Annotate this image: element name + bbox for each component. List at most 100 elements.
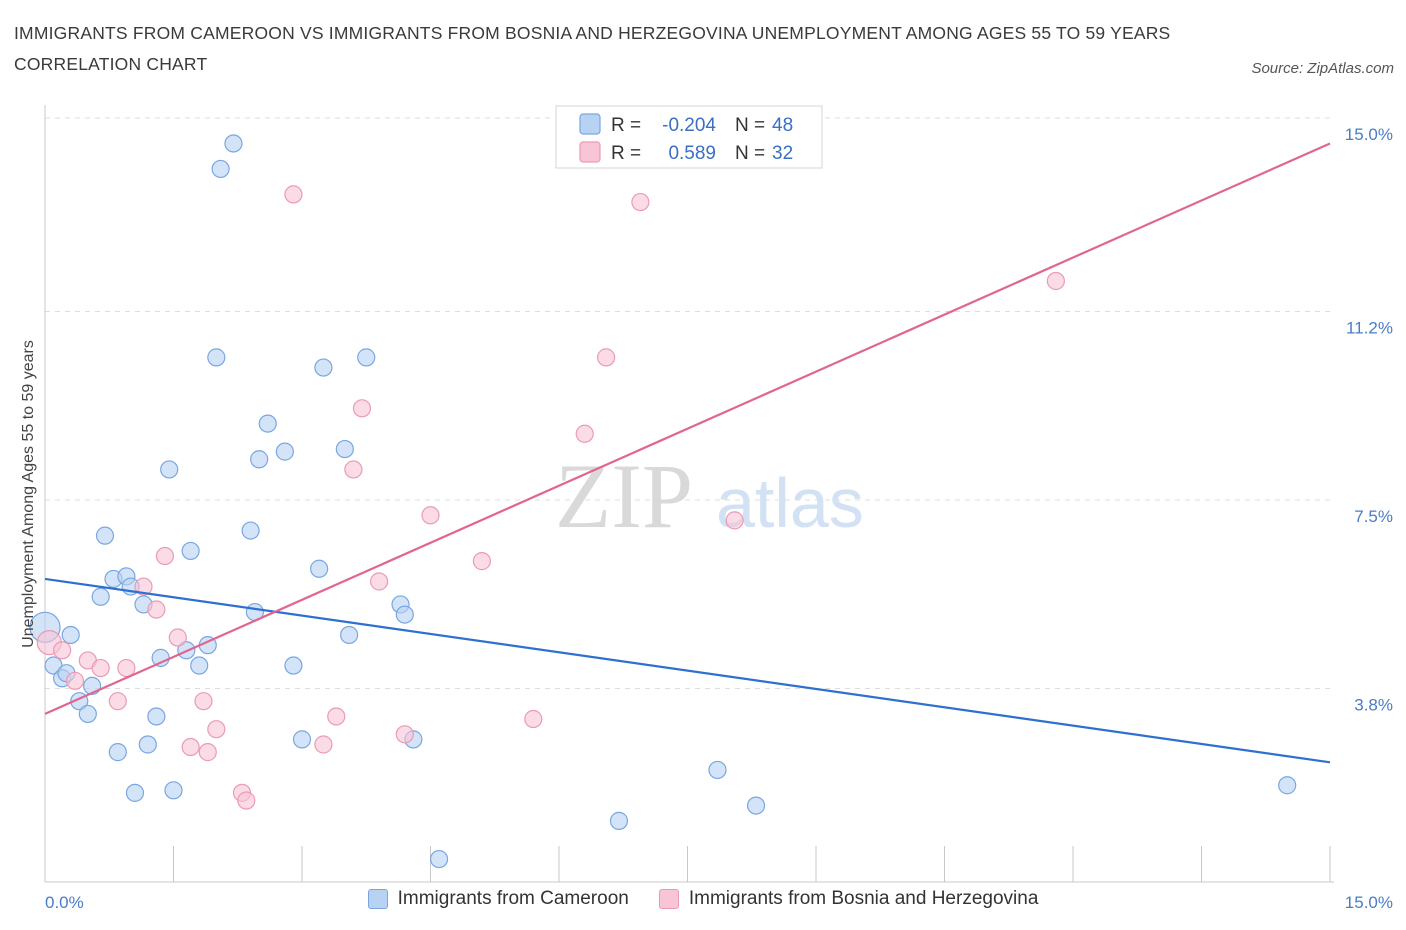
x-tick-label-1: 15.0% bbox=[1345, 893, 1393, 912]
stats-legend: R = -0.204 N = 48 R = 0.589 N = 32 bbox=[555, 105, 823, 169]
bosnia-point-7 bbox=[134, 577, 153, 596]
bosnia-point-23 bbox=[395, 725, 414, 744]
legend-item-bosnia[interactable]: Immigrants from Bosnia and Herzegovina bbox=[658, 888, 1039, 910]
cameroon-point-35 bbox=[310, 559, 329, 578]
cameroon-point-41 bbox=[395, 605, 414, 624]
legend-item-cameroon[interactable]: Immigrants from Cameroon bbox=[367, 888, 629, 910]
trend-line-cameroon bbox=[44, 577, 1331, 764]
cameroon-point-26 bbox=[211, 159, 230, 179]
series-bosnia-points bbox=[36, 185, 1065, 810]
bosnia-point-9 bbox=[155, 546, 175, 566]
stats-n-label-0: N = bbox=[735, 115, 765, 136]
bosnia-point-30 bbox=[725, 511, 744, 530]
watermark-atlas: atlas bbox=[716, 464, 864, 542]
cameroon-point-11 bbox=[108, 743, 127, 762]
cameroon-point-6 bbox=[78, 704, 97, 724]
cameroon-point-39 bbox=[357, 348, 376, 367]
cameroon-point-30 bbox=[250, 450, 269, 469]
stats-n-value-0: 48 bbox=[772, 115, 793, 136]
stats-r-label-0: R = bbox=[611, 115, 641, 136]
bosnia-point-4 bbox=[91, 658, 110, 678]
bosnia-point-31 bbox=[1046, 271, 1065, 291]
bosnia-point-22 bbox=[370, 572, 389, 591]
stats-r-label-1: R = bbox=[611, 143, 641, 164]
y-tick-label-3: 15.0% bbox=[1345, 125, 1393, 144]
cameroon-point-20 bbox=[164, 781, 183, 800]
bosnia-point-29 bbox=[631, 192, 650, 212]
bosnia-point-25 bbox=[472, 552, 491, 571]
cameroon-point-37 bbox=[335, 439, 354, 459]
bosnia-point-13 bbox=[198, 743, 217, 762]
x-tick-labels: 0.0% 15.0% bbox=[45, 893, 1393, 912]
stats-swatch-0 bbox=[579, 113, 601, 135]
cameroon-point-22 bbox=[181, 541, 200, 561]
trend-line-bosnia bbox=[44, 142, 1331, 715]
bosnia-point-24 bbox=[421, 506, 440, 525]
y-tick-label-2: 11.2% bbox=[1346, 319, 1393, 338]
cameroon-point-17 bbox=[147, 707, 166, 726]
cameroon-point-14 bbox=[125, 783, 145, 802]
stats-n-value-1: 32 bbox=[772, 143, 793, 164]
bosnia-point-12 bbox=[194, 692, 213, 711]
bosnia-point-11 bbox=[181, 737, 200, 757]
source-note: Source: ZipAtlas.com bbox=[1251, 60, 1394, 77]
watermark: ZIP atlas bbox=[555, 445, 864, 547]
watermark-zip: ZIP bbox=[555, 445, 693, 547]
y-tick-labels: 3.8% 7.5% 11.2% 15.0% bbox=[1345, 125, 1393, 714]
legend-label-cameroon: Immigrants from Cameroon bbox=[397, 888, 629, 909]
cameroon-point-19 bbox=[160, 460, 179, 479]
cameroon-point-16 bbox=[138, 735, 157, 754]
y-tick-label-0: 3.8% bbox=[1354, 695, 1393, 714]
stats-swatch-1 bbox=[579, 141, 601, 163]
bosnia-point-14 bbox=[207, 720, 226, 739]
bosnia-point-28 bbox=[597, 348, 616, 367]
cameroon-point-27 bbox=[224, 134, 243, 153]
cameroon-point-47 bbox=[1278, 776, 1297, 795]
series-legend: Immigrants from Cameroon Immigrants from… bbox=[0, 888, 1406, 910]
cameroon-point-38 bbox=[340, 625, 359, 645]
chart-title: IMMIGRANTS FROM CAMEROON VS IMMIGRANTS F… bbox=[14, 23, 1171, 74]
y-tick-label-1: 7.5% bbox=[1354, 507, 1393, 526]
legend-label-bosnia: Immigrants from Bosnia and Herzegovina bbox=[688, 888, 1039, 909]
cameroon-point-36 bbox=[314, 358, 333, 377]
trend-lines bbox=[44, 142, 1331, 764]
bosnia-point-10 bbox=[168, 628, 187, 647]
bosnia-point-5 bbox=[108, 692, 127, 711]
bosnia-point-19 bbox=[327, 707, 346, 726]
cameroon-point-4 bbox=[61, 625, 80, 645]
cameroon-point-43 bbox=[429, 849, 449, 869]
cameroon-point-33 bbox=[284, 656, 303, 675]
stats-r-value-1: 0.589 bbox=[668, 143, 716, 164]
y-axis-label: Unemployment Among Ages 55 to 59 years bbox=[20, 340, 37, 648]
cameroon-point-46 bbox=[746, 796, 766, 815]
cameroon-point-8 bbox=[91, 587, 110, 606]
bosnia-point-6 bbox=[117, 658, 136, 678]
bosnia-point-2 bbox=[65, 671, 85, 690]
bosnia-point-8 bbox=[147, 600, 166, 619]
cameroon-point-25 bbox=[207, 348, 226, 367]
bosnia-point-1 bbox=[53, 641, 72, 660]
bosnia-point-20 bbox=[344, 460, 363, 479]
x-tick-label-0: 0.0% bbox=[45, 893, 84, 912]
bosnia-point-17 bbox=[284, 185, 303, 204]
cameroon-point-45 bbox=[708, 760, 727, 780]
bosnia-point-16 bbox=[237, 791, 256, 810]
cameroon-point-28 bbox=[241, 521, 260, 540]
bosnia-point-26 bbox=[524, 709, 543, 729]
bosnia-point-27 bbox=[575, 424, 594, 443]
bosnia-point-18 bbox=[314, 735, 333, 754]
cameroon-point-34 bbox=[292, 730, 312, 749]
legend-swatch-cameroon bbox=[367, 889, 388, 909]
cameroon-point-23 bbox=[190, 656, 209, 675]
cameroon-point-32 bbox=[275, 442, 294, 461]
grid-lines bbox=[45, 117, 1330, 689]
stats-r-value-0: -0.204 bbox=[662, 115, 716, 136]
legend-swatch-bosnia bbox=[658, 889, 679, 909]
cameroon-point-44 bbox=[609, 811, 629, 830]
axes bbox=[44, 105, 1334, 883]
cameroon-point-9 bbox=[95, 526, 115, 545]
stats-n-label-1: N = bbox=[735, 143, 765, 164]
bosnia-point-21 bbox=[352, 399, 372, 418]
cameroon-point-31 bbox=[258, 414, 277, 433]
